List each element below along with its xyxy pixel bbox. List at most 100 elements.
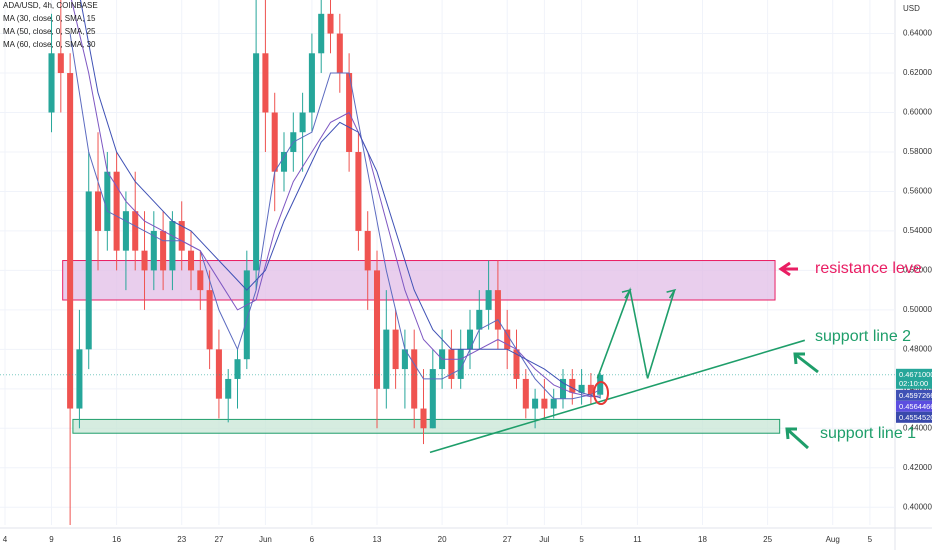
candle-body (280, 151, 288, 172)
candle-body (420, 408, 427, 429)
candle-body (569, 378, 576, 393)
candle-body (253, 53, 260, 271)
candle-body (113, 171, 120, 251)
candle-body (132, 211, 139, 251)
legend-entry: MA (60, close, 0, SMA, 30 (3, 40, 96, 49)
overlay (0, 287, 895, 454)
y-tick-label: 0.40000000 (903, 502, 932, 511)
legend-title: ADA/USD, 4h, COINBASE (3, 1, 98, 10)
candle-body (327, 13, 334, 34)
x-tick-label: 13 (373, 535, 382, 544)
x-tick-label: Aug (826, 535, 840, 544)
y-tick-label: 0.58000000 (903, 147, 932, 156)
candle-body (513, 349, 520, 379)
candle-body (476, 309, 483, 330)
candle-body (150, 230, 157, 271)
candle-body (197, 270, 204, 291)
x-tick-label: 18 (698, 535, 707, 544)
price-tag-label: 0.45644667 (899, 402, 932, 411)
candle-body (364, 230, 371, 271)
candle-body (67, 73, 74, 409)
y-tick-label: 0.48000000 (903, 344, 932, 353)
currency-label: USD (903, 4, 920, 13)
candle-body (160, 230, 167, 271)
price-tag-label: 0.45545200 (899, 413, 932, 422)
y-tick-label: 0.52000000 (903, 266, 932, 275)
candle-body (522, 378, 529, 409)
y-tick-label: 0.54000000 (903, 226, 932, 235)
arrowhead (666, 288, 677, 299)
legend-entry: MA (50, close, 0, SMA, 25 (3, 27, 96, 36)
candle-body (401, 349, 408, 370)
x-tick-label: 25 (763, 535, 772, 544)
candle-body (587, 384, 594, 395)
countdown: 02:10:00 (899, 379, 928, 388)
arrow-icon (793, 352, 819, 374)
annotation: support line 1 (820, 425, 916, 442)
candle-body (299, 112, 306, 133)
candle-body (178, 221, 185, 251)
candle-body (187, 250, 195, 271)
candle-body (318, 13, 325, 54)
zone (62, 260, 776, 301)
price-tag (896, 411, 932, 423)
y-tick-label: 0.60000000 (903, 108, 932, 117)
projection-path (596, 287, 676, 379)
candle-body (271, 112, 278, 172)
candle-body (243, 270, 250, 360)
candle-body (141, 250, 148, 271)
candle-body (169, 221, 176, 271)
candle-body (355, 151, 362, 231)
arrowhead (621, 288, 632, 299)
y-tick-label: 0.44000000 (903, 423, 932, 432)
candle-body (429, 369, 436, 429)
candle-body (76, 349, 83, 409)
candle-body (57, 53, 64, 74)
candle-body (457, 349, 464, 379)
annotation: resistance leve (815, 260, 922, 277)
candle-body (373, 270, 381, 389)
candle-body (94, 191, 102, 231)
candle-body (122, 211, 129, 251)
x-tick-label: 5 (868, 535, 873, 544)
candle-body (494, 290, 501, 330)
price-tag-label: 0.45972667 (899, 391, 932, 400)
candle-body (308, 53, 315, 113)
candle-body (85, 191, 92, 350)
ma-line (69, 33, 601, 400)
plot-area (48, 0, 781, 525)
candle-body (411, 349, 418, 409)
candle-body (234, 359, 241, 379)
x-tick-label: Jun (259, 535, 272, 544)
x-tick-label: 9 (49, 535, 54, 544)
candle-body (597, 374, 604, 395)
y-tick-label: 0.62000000 (903, 68, 932, 77)
candle-body (104, 171, 111, 231)
candle-body (485, 290, 492, 310)
x-tick-label: 11 (633, 535, 642, 544)
x-tick-label: 6 (310, 535, 315, 544)
candle-body (48, 53, 55, 113)
price-tag (896, 368, 932, 389)
x-tick-label: 16 (112, 535, 121, 544)
x-tick-label: 27 (503, 535, 512, 544)
x-tick-label: 20 (438, 535, 447, 544)
x-tick-label: 27 (214, 535, 223, 544)
x-tick-label: Jul (539, 535, 549, 544)
candle-body (466, 329, 474, 350)
candle-body (532, 398, 539, 409)
highlight-circle (593, 381, 609, 405)
candle-body (215, 349, 222, 399)
annotation: support line 2 (815, 328, 911, 345)
candle-body (336, 33, 343, 74)
candle-body (448, 349, 455, 379)
y-tick-label: 0.56000000 (903, 187, 932, 196)
candle-body (383, 329, 390, 389)
x-tick-label: 4 (3, 535, 8, 544)
ma-line (80, 0, 601, 399)
arrow-icon (778, 261, 798, 277)
candle-body (225, 378, 232, 399)
candle-body (504, 329, 511, 350)
